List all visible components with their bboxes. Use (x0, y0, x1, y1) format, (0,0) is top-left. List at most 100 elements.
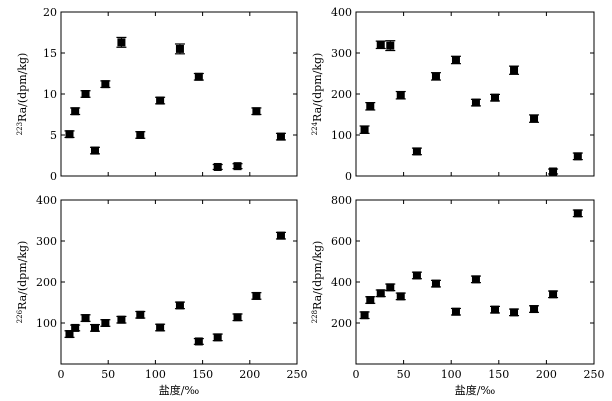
marker (213, 333, 222, 342)
x-tick-label: 0 (353, 368, 360, 381)
marker (360, 125, 369, 134)
data-point (116, 315, 127, 324)
data-point (135, 131, 146, 139)
data-point (100, 319, 111, 327)
plot-frame (355, 11, 595, 177)
x-tick-label: 0 (58, 368, 65, 381)
y-tick-label: 0 (50, 170, 57, 183)
y-tick-label: 300 (331, 47, 352, 60)
data-point (275, 231, 286, 240)
marker (490, 305, 499, 314)
data-point (116, 36, 127, 48)
data-point (529, 114, 540, 123)
y-tick-label: 400 (331, 6, 352, 19)
panel-ra228: 0 50 100 150 200 250 200 400 600 800 228Ra/(dpm/kg… (311, 194, 605, 397)
marker (136, 131, 145, 139)
data-point (395, 292, 406, 301)
marker (573, 209, 582, 218)
marker (490, 93, 499, 102)
y-tick-label: 400 (36, 194, 57, 207)
x-tick-label: 150 (488, 368, 509, 381)
data-point (80, 90, 91, 98)
marker (175, 44, 184, 53)
data-point (359, 311, 370, 320)
panel-ra226: 0 50 100 150 200 250 100 200 300 400 226Ra/(dpm/kg… (16, 194, 308, 397)
data-point (251, 291, 262, 300)
marker (360, 311, 369, 320)
y-tick-label: 100 (36, 317, 57, 330)
y-tick-label: 200 (331, 317, 352, 330)
data-point (100, 80, 111, 89)
data-point (251, 107, 262, 116)
marker (213, 162, 222, 171)
data-point (375, 289, 386, 298)
data-point (174, 301, 185, 310)
data-point (375, 40, 386, 50)
data-point (64, 130, 75, 139)
y-tick-label: 0 (345, 170, 352, 183)
marker (451, 55, 460, 64)
marker (101, 80, 110, 89)
data-point (365, 102, 376, 111)
marker (510, 308, 519, 317)
data-point (193, 337, 204, 346)
data-point (450, 55, 461, 65)
marker (71, 107, 80, 116)
data-point (548, 290, 559, 299)
marker (65, 330, 74, 339)
data-point (395, 90, 406, 100)
marker (194, 72, 203, 81)
data-point (70, 323, 81, 332)
panel-ra223: 0 5 10 15 20 223Ra/(dpm/kg) (16, 6, 298, 183)
data-point (155, 323, 166, 332)
x-tick-label: 100 (441, 368, 462, 381)
data-point (359, 125, 370, 134)
panel-ra224: 0 100 200 300 400 224Ra/(dpm/kg) (311, 6, 595, 183)
data-point (212, 162, 223, 171)
marker (156, 96, 165, 105)
data-point (548, 167, 559, 176)
data-point (193, 72, 204, 81)
marker (194, 337, 203, 346)
marker (252, 291, 261, 300)
marker (81, 90, 90, 98)
data-point (385, 283, 396, 292)
marker (530, 305, 539, 314)
data-point (212, 333, 223, 342)
plot-frame (60, 199, 298, 365)
y-tick-label: 300 (36, 235, 57, 248)
data-point (411, 147, 422, 156)
data-point (70, 107, 81, 116)
data-point (89, 323, 100, 332)
data-point (572, 152, 583, 161)
x-tick-label: 250 (584, 368, 605, 381)
marker (101, 319, 110, 327)
marker (386, 283, 395, 292)
marker (376, 289, 385, 298)
y-tick-label: 10 (43, 88, 57, 101)
marker (549, 167, 558, 176)
data-point (80, 314, 91, 323)
data-point (529, 305, 540, 314)
marker (510, 66, 519, 75)
marker (549, 290, 558, 299)
data-point (470, 275, 481, 284)
marker (412, 147, 421, 156)
marker (136, 310, 145, 319)
marker (233, 313, 242, 322)
x-tick-label: 100 (145, 368, 166, 381)
y-tick-label: 600 (331, 235, 352, 248)
y-tick-label: 800 (331, 194, 352, 207)
data-point (174, 43, 185, 55)
data-point (489, 93, 500, 102)
marker (573, 152, 582, 161)
x-tick-label: 200 (239, 368, 260, 381)
marker (386, 41, 395, 50)
x-tick-label: 150 (192, 368, 213, 381)
marker (65, 130, 74, 139)
y-tick-label: 15 (43, 47, 57, 60)
marker (366, 102, 375, 111)
marker (276, 132, 285, 141)
data-point (430, 72, 441, 81)
marker (252, 107, 261, 116)
